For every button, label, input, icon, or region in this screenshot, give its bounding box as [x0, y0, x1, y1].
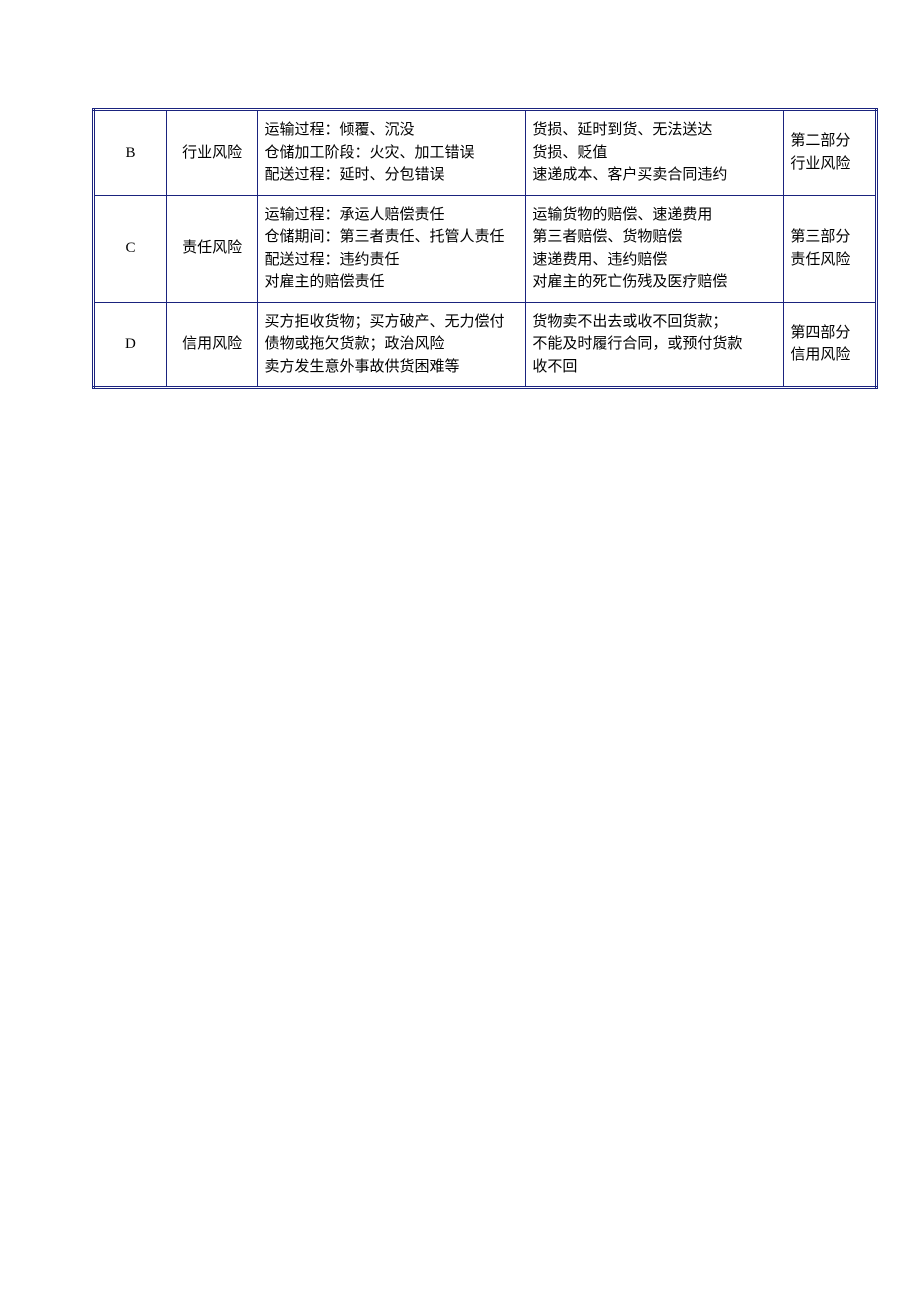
desc1-line: 债物或拖欠货款；政治风险 [264, 333, 519, 356]
desc1-line: 配送过程：违约责任 [264, 249, 519, 272]
cell-desc1: 运输过程：承运人赔偿责任仓储期间：第三者责任、托管人责任配送过程：违约责任对雇主… [258, 195, 526, 302]
cell-id: B [94, 110, 167, 196]
cell-part: 第二部分行业风险 [784, 110, 877, 196]
desc2-line: 运输货物的赔偿、速递费用 [532, 204, 777, 227]
cell-desc1: 买方拒收货物；买方破产、无力偿付债物或拖欠货款；政治风险卖方发生意外事故供货困难… [258, 302, 526, 388]
part-line: 第四部分 [790, 322, 869, 345]
desc2-line: 第三者赔偿、货物赔偿 [532, 226, 777, 249]
cell-desc1: 运输过程：倾覆、沉没仓储加工阶段：火灾、加工错误配送过程：延时、分包错误 [258, 110, 526, 196]
desc1-line: 运输过程：承运人赔偿责任 [264, 204, 519, 227]
desc1-line: 卖方发生意外事故供货困难等 [264, 356, 519, 379]
desc1-line: 买方拒收货物；买方破产、无力偿付 [264, 311, 519, 334]
part-line: 信用风险 [790, 344, 869, 367]
desc1-line: 对雇主的赔偿责任 [264, 271, 519, 294]
cell-id: C [94, 195, 167, 302]
desc2-line: 速递费用、违约赔偿 [532, 249, 777, 272]
table-row: C责任风险运输过程：承运人赔偿责任仓储期间：第三者责任、托管人责任配送过程：违约… [94, 195, 877, 302]
cell-desc2: 货损、延时到货、无法送达货损、贬值速递成本、客户买卖合同违约 [526, 110, 784, 196]
part-line: 第三部分 [790, 226, 869, 249]
cell-desc2: 运输货物的赔偿、速递费用第三者赔偿、货物赔偿速递费用、违约赔偿对雇主的死亡伤残及… [526, 195, 784, 302]
desc2-line: 收不回 [532, 356, 777, 379]
desc2-line: 货损、延时到货、无法送达 [532, 119, 777, 142]
desc1-line: 运输过程：倾覆、沉没 [264, 119, 519, 142]
table-body: B行业风险运输过程：倾覆、沉没仓储加工阶段：火灾、加工错误配送过程：延时、分包错… [94, 110, 877, 388]
desc1-line: 配送过程：延时、分包错误 [264, 164, 519, 187]
part-line: 行业风险 [790, 153, 869, 176]
part-line: 责任风险 [790, 249, 869, 272]
cell-desc2: 货物卖不出去或收不回货款；不能及时履行合同，或预付货款收不回 [526, 302, 784, 388]
cell-type: 行业风险 [166, 110, 258, 196]
cell-type: 责任风险 [166, 195, 258, 302]
desc2-line: 货损、贬值 [532, 142, 777, 165]
desc2-line: 货物卖不出去或收不回货款； [532, 311, 777, 334]
risk-table: B行业风险运输过程：倾覆、沉没仓储加工阶段：火灾、加工错误配送过程：延时、分包错… [92, 108, 878, 389]
desc2-line: 对雇主的死亡伤残及医疗赔偿 [532, 271, 777, 294]
cell-id: D [94, 302, 167, 388]
cell-part: 第三部分责任风险 [784, 195, 877, 302]
part-line: 第二部分 [790, 130, 869, 153]
table-container: B行业风险运输过程：倾覆、沉没仓储加工阶段：火灾、加工错误配送过程：延时、分包错… [0, 0, 920, 389]
desc1-line: 仓储期间：第三者责任、托管人责任 [264, 226, 519, 249]
cell-part: 第四部分信用风险 [784, 302, 877, 388]
cell-type: 信用风险 [166, 302, 258, 388]
desc2-line: 不能及时履行合同，或预付货款 [532, 333, 777, 356]
table-row: B行业风险运输过程：倾覆、沉没仓储加工阶段：火灾、加工错误配送过程：延时、分包错… [94, 110, 877, 196]
desc2-line: 速递成本、客户买卖合同违约 [532, 164, 777, 187]
table-row: D信用风险买方拒收货物；买方破产、无力偿付债物或拖欠货款；政治风险卖方发生意外事… [94, 302, 877, 388]
desc1-line: 仓储加工阶段：火灾、加工错误 [264, 142, 519, 165]
